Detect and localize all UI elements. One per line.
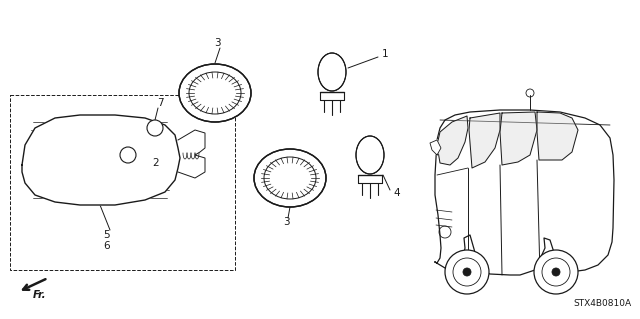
Polygon shape — [500, 112, 537, 165]
Text: 3: 3 — [283, 217, 289, 227]
Polygon shape — [537, 112, 578, 160]
Text: 5: 5 — [104, 230, 110, 240]
Polygon shape — [437, 116, 468, 165]
Polygon shape — [430, 140, 441, 155]
Polygon shape — [22, 115, 180, 205]
Ellipse shape — [179, 64, 251, 122]
Text: 3: 3 — [214, 38, 220, 48]
Text: 7: 7 — [157, 98, 163, 108]
Polygon shape — [178, 130, 205, 178]
Circle shape — [445, 250, 489, 294]
Polygon shape — [435, 110, 614, 275]
Ellipse shape — [254, 149, 326, 207]
Circle shape — [120, 147, 136, 163]
Circle shape — [552, 268, 560, 276]
Text: Fr.: Fr. — [33, 290, 47, 300]
Text: 4: 4 — [393, 188, 399, 198]
Text: 1: 1 — [382, 49, 388, 59]
Circle shape — [463, 268, 471, 276]
Ellipse shape — [356, 136, 384, 174]
Polygon shape — [469, 113, 500, 168]
Circle shape — [147, 120, 163, 136]
Ellipse shape — [318, 53, 346, 91]
Text: STX4B0810A: STX4B0810A — [574, 299, 632, 308]
Text: 2: 2 — [152, 158, 159, 168]
Text: 6: 6 — [104, 241, 110, 251]
Circle shape — [534, 250, 578, 294]
